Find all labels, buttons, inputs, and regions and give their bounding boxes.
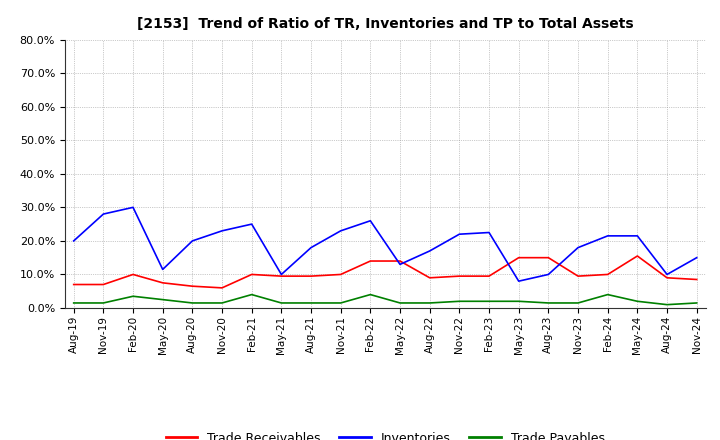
Trade Receivables (129, 272, 138, 277)
Trade Payables (188, 301, 197, 306)
Inventories (129, 205, 138, 210)
Inventories (485, 230, 493, 235)
Trade Payables (455, 299, 464, 304)
Inventories (336, 228, 345, 234)
Trade Receivables (188, 283, 197, 289)
Trade Receivables (693, 277, 701, 282)
Trade Payables (603, 292, 612, 297)
Legend: Trade Receivables, Inventories, Trade Payables: Trade Receivables, Inventories, Trade Pa… (161, 427, 610, 440)
Trade Payables (514, 299, 523, 304)
Inventories (69, 238, 78, 244)
Inventories (277, 272, 286, 277)
Trade Receivables (574, 274, 582, 279)
Trade Receivables (217, 285, 226, 290)
Trade Payables (633, 299, 642, 304)
Trade Payables (217, 301, 226, 306)
Inventories (514, 279, 523, 284)
Inventories (574, 245, 582, 250)
Trade Receivables (603, 272, 612, 277)
Trade Payables (277, 301, 286, 306)
Trade Receivables (69, 282, 78, 287)
Line: Trade Payables: Trade Payables (73, 295, 697, 304)
Trade Receivables (99, 282, 108, 287)
Trade Payables (426, 301, 434, 306)
Trade Payables (69, 301, 78, 306)
Trade Receivables (455, 274, 464, 279)
Trade Payables (158, 297, 167, 302)
Trade Receivables (158, 280, 167, 286)
Inventories (693, 255, 701, 260)
Trade Payables (366, 292, 374, 297)
Inventories (426, 248, 434, 253)
Inventories (396, 262, 405, 267)
Inventories (633, 233, 642, 238)
Trade Receivables (485, 274, 493, 279)
Trade Payables (336, 301, 345, 306)
Trade Payables (129, 293, 138, 299)
Inventories (455, 231, 464, 237)
Trade Receivables (662, 275, 671, 280)
Trade Receivables (426, 275, 434, 280)
Inventories (158, 267, 167, 272)
Trade Payables (662, 302, 671, 307)
Trade Payables (693, 301, 701, 306)
Inventories (307, 245, 315, 250)
Inventories (217, 228, 226, 234)
Trade Receivables (277, 274, 286, 279)
Trade Payables (485, 299, 493, 304)
Trade Payables (396, 301, 405, 306)
Trade Payables (544, 301, 553, 306)
Trade Receivables (396, 258, 405, 264)
Line: Inventories: Inventories (73, 207, 697, 281)
Inventories (366, 218, 374, 224)
Trade Payables (99, 301, 108, 306)
Trade Receivables (514, 255, 523, 260)
Inventories (662, 272, 671, 277)
Trade Receivables (248, 272, 256, 277)
Inventories (544, 272, 553, 277)
Trade Receivables (544, 255, 553, 260)
Trade Payables (574, 301, 582, 306)
Trade Payables (307, 301, 315, 306)
Trade Receivables (633, 253, 642, 259)
Inventories (99, 211, 108, 216)
Line: Trade Receivables: Trade Receivables (73, 256, 697, 288)
Trade Payables (248, 292, 256, 297)
Trade Receivables (307, 274, 315, 279)
Inventories (188, 238, 197, 244)
Trade Receivables (366, 258, 374, 264)
Title: [2153]  Trend of Ratio of TR, Inventories and TP to Total Assets: [2153] Trend of Ratio of TR, Inventories… (137, 18, 634, 32)
Inventories (603, 233, 612, 238)
Inventories (248, 221, 256, 227)
Trade Receivables (336, 272, 345, 277)
